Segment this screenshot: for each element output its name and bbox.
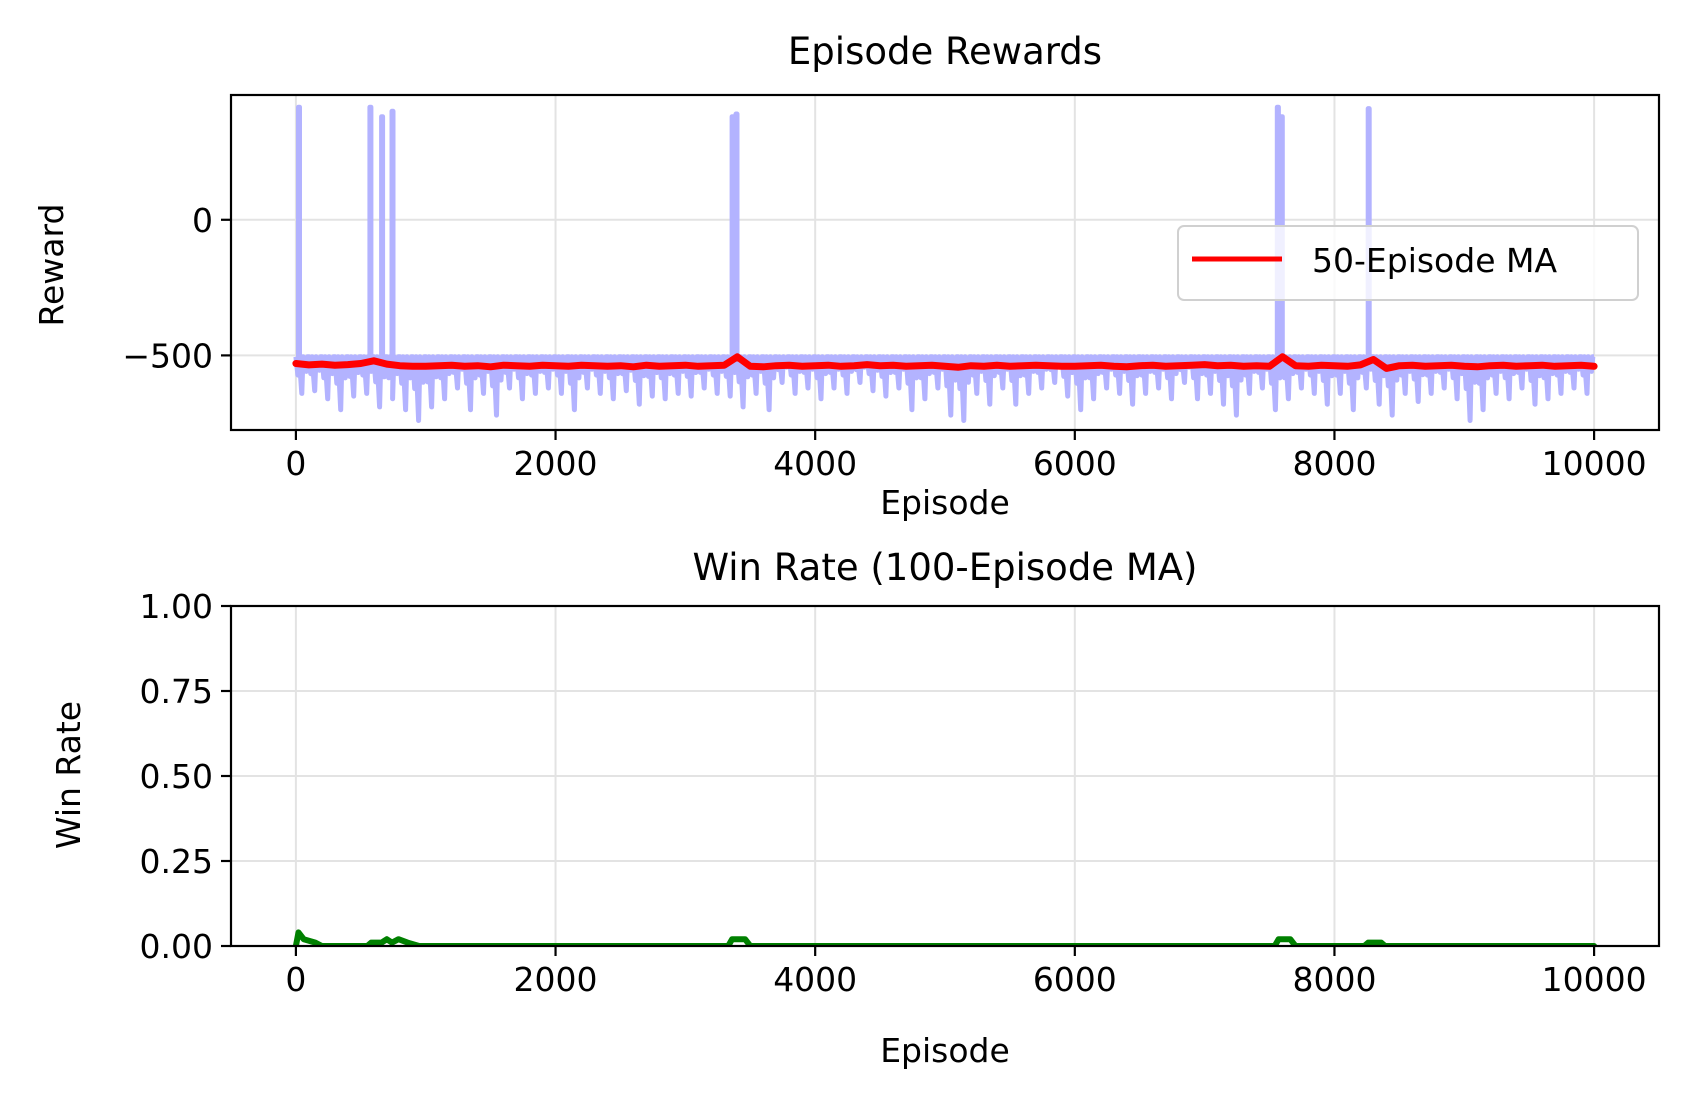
y-tick-label: 0.50 bbox=[140, 757, 213, 796]
rewards-title: Episode Rewards bbox=[788, 30, 1102, 73]
x-tick-label: 10000 bbox=[1542, 444, 1647, 483]
rewards-xlabel: Episode bbox=[880, 483, 1010, 522]
winrate-ylabel: Win Rate bbox=[49, 701, 88, 849]
legend-ma-label: 50-Episode MA bbox=[1312, 241, 1557, 280]
x-tick-label: 2000 bbox=[514, 444, 598, 483]
ma-reward-line bbox=[292, 353, 1598, 372]
y-tick-label: 0.25 bbox=[140, 842, 213, 881]
x-tick-label: 8000 bbox=[1292, 960, 1376, 999]
winrate-xlabel: Episode bbox=[880, 1031, 1010, 1070]
legend-box bbox=[1177, 225, 1639, 301]
winrate-axes: 0 2000 4000 6000 8000 10000 0.00 0.25 0.50 0.75 1.… bbox=[49, 546, 1661, 1070]
y-tick-label: 0.00 bbox=[140, 927, 213, 966]
y-tick-label: 0 bbox=[192, 201, 213, 240]
x-tick-label: 6000 bbox=[1033, 960, 1117, 999]
rewards-axes-frame bbox=[229, 93, 1661, 432]
rewards-ticks: 0 2000 4000 6000 8000 10000 0 −500 bbox=[122, 201, 1646, 483]
winrate-title: Win Rate (100-Episode MA) bbox=[692, 546, 1197, 589]
x-tick-label: 4000 bbox=[773, 960, 857, 999]
x-tick-label: 0 bbox=[285, 444, 306, 483]
x-tick-label: 10000 bbox=[1542, 960, 1647, 999]
rewards-ylabel: Reward bbox=[32, 204, 71, 327]
x-tick-label: 2000 bbox=[514, 960, 598, 999]
x-tick-label: 4000 bbox=[773, 444, 857, 483]
legend: 50-Episode MA bbox=[1177, 225, 1639, 301]
y-tick-label: −500 bbox=[122, 336, 213, 375]
x-tick-label: 8000 bbox=[1292, 444, 1376, 483]
winrate-ticks: 0 2000 4000 6000 8000 10000 0.00 0.25 0.50 0.75 1.… bbox=[140, 587, 1647, 999]
rewards-plot-area bbox=[292, 104, 1598, 423]
y-tick-label: 0.75 bbox=[140, 672, 213, 711]
x-tick-label: 0 bbox=[285, 960, 306, 999]
x-tick-label: 6000 bbox=[1033, 444, 1117, 483]
y-tick-label: 1.00 bbox=[140, 587, 213, 626]
